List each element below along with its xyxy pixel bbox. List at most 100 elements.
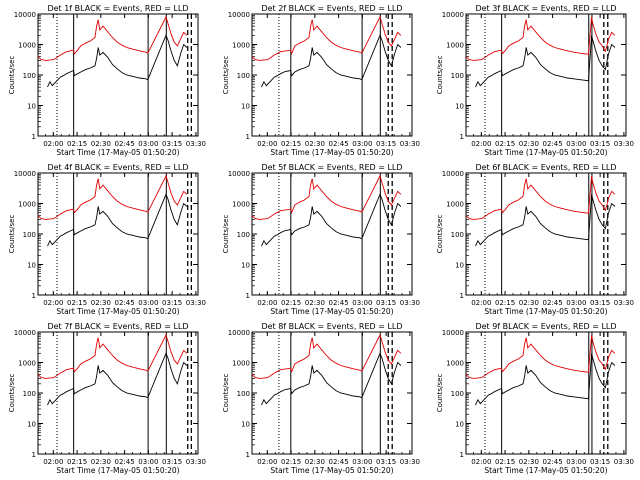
series-line-lld: [465, 16, 616, 61]
y-tick-label: 1000: [18, 42, 36, 50]
y-tick-label: 1000: [18, 360, 36, 368]
y-axis-label: Counts/sec: [222, 56, 230, 95]
plot-frame: [465, 172, 627, 296]
series-line-lld: [465, 334, 616, 379]
series-line-events: [261, 34, 402, 88]
x-tick-label: 02:30: [519, 458, 539, 466]
panel-2: Det 2f BLACK = Events, RED = LLD 02:00 02:…: [222, 4, 420, 157]
panel-1: Det 1f BLACK = Events, RED = LLD 02:00 02:…: [8, 4, 206, 157]
x-axis-label: Start Time (17-May-05 01:50:20): [56, 148, 179, 157]
y-tick-label: 10000: [442, 170, 464, 178]
x-tick-label: 02:00: [43, 140, 63, 148]
x-tick-label: 03:30: [186, 299, 206, 307]
x-tick-label: 02:15: [281, 140, 301, 148]
series-line-lld: [37, 333, 188, 379]
x-tick-label: 03:15: [376, 458, 396, 466]
y-tick-label: 100: [451, 231, 464, 239]
x-tick-label: 03:15: [376, 140, 396, 148]
y-tick-label: 100: [237, 72, 250, 80]
series-line-events: [47, 34, 188, 88]
x-tick-label: 02:30: [305, 140, 325, 148]
panel-title: Det 7f BLACK = Events, RED = LLD: [47, 322, 188, 331]
plot-frame: [465, 331, 627, 455]
y-tick-label: 10000: [14, 170, 36, 178]
x-tick-label: 03:30: [400, 299, 420, 307]
x-axis-label: Start Time (17-May-05 01:50:20): [270, 307, 393, 316]
panel-8: Det 8f BLACK = Events, RED = LLD 02:00 02:…: [222, 322, 420, 475]
y-tick-label: 100: [23, 390, 36, 398]
series-line-lld: [37, 174, 188, 220]
y-tick-label: 1000: [232, 360, 250, 368]
panel-title: Det 2f BLACK = Events, RED = LLD: [261, 4, 402, 13]
x-tick-label: 02:45: [543, 299, 563, 307]
x-axis-label: Start Time (17-May-05 01:50:20): [56, 307, 179, 316]
panel-title: Det 3f BLACK = Events, RED = LLD: [475, 4, 616, 13]
plot-frame: [37, 172, 199, 296]
y-axis-label: Counts/sec: [8, 56, 16, 95]
panel-title: Det 4f BLACK = Events, RED = LLD: [47, 163, 188, 172]
x-tick-label: 03:00: [352, 458, 372, 466]
x-tick-label: 03:15: [162, 299, 182, 307]
y-tick-label: 10: [241, 421, 250, 429]
y-tick-label: 10: [455, 103, 464, 111]
y-tick-label: 1: [460, 292, 464, 300]
x-tick-label: 02:15: [67, 140, 87, 148]
x-axis-label: Start Time (17-May-05 01:50:20): [484, 148, 607, 157]
x-tick-label: 03:00: [352, 299, 372, 307]
x-tick-label: 02:30: [91, 299, 111, 307]
y-tick-label: 1: [246, 133, 250, 141]
y-tick-label: 1: [246, 451, 250, 459]
x-tick-label: 02:15: [495, 140, 515, 148]
x-tick-label: 02:00: [257, 458, 277, 466]
y-tick-label: 1000: [446, 42, 464, 50]
x-tick-label: 02:30: [519, 299, 539, 307]
series-line-lld: [37, 15, 188, 61]
y-tick-label: 10000: [228, 11, 250, 19]
x-tick-label: 02:45: [329, 140, 349, 148]
x-tick-label: 03:30: [400, 140, 420, 148]
panel-7: Det 7f BLACK = Events, RED = LLD 02:00 02:…: [8, 322, 206, 475]
series-line-events: [475, 353, 616, 406]
series-line-events: [475, 35, 616, 88]
x-tick-label: 02:30: [91, 140, 111, 148]
y-axis-label: Counts/sec: [8, 374, 16, 413]
x-tick-label: 02:00: [257, 140, 277, 148]
y-tick-label: 1: [246, 292, 250, 300]
x-tick-label: 02:45: [115, 458, 135, 466]
y-tick-label: 100: [237, 390, 250, 398]
x-tick-label: 02:00: [471, 299, 491, 307]
y-axis-label: Counts/sec: [436, 215, 444, 254]
series-line-lld: [465, 175, 616, 220]
x-tick-label: 03:00: [138, 299, 158, 307]
y-axis-label: Counts/sec: [436, 374, 444, 413]
x-tick-label: 03:15: [590, 140, 610, 148]
series-line-lld: [251, 15, 402, 61]
series-line-events: [261, 352, 402, 406]
x-tick-label: 02:45: [115, 140, 135, 148]
y-tick-label: 10: [455, 262, 464, 270]
x-tick-label: 03:15: [162, 458, 182, 466]
x-tick-label: 02:00: [43, 299, 63, 307]
y-tick-label: 10: [27, 262, 36, 270]
x-tick-label: 03:30: [400, 458, 420, 466]
y-axis-label: Counts/sec: [8, 215, 16, 254]
panel-4: Det 4f BLACK = Events, RED = LLD 02:00 02:…: [8, 163, 206, 316]
y-tick-label: 100: [23, 72, 36, 80]
panel-6: Det 6f BLACK = Events, RED = LLD 02:00 02:…: [436, 163, 634, 316]
y-tick-label: 100: [23, 231, 36, 239]
y-tick-label: 1: [460, 451, 464, 459]
plot-frame: [465, 13, 627, 137]
y-tick-label: 10: [241, 103, 250, 111]
x-tick-label: 02:45: [329, 299, 349, 307]
panel-title: Det 9f BLACK = Events, RED = LLD: [475, 322, 616, 331]
panel-9: Det 9f BLACK = Events, RED = LLD 02:00 02:…: [436, 322, 634, 475]
x-tick-label: 02:15: [281, 458, 301, 466]
x-tick-label: 02:45: [329, 458, 349, 466]
x-tick-label: 03:30: [614, 458, 634, 466]
x-tick-label: 02:15: [281, 299, 301, 307]
x-tick-label: 03:15: [162, 140, 182, 148]
x-tick-label: 03:00: [138, 140, 158, 148]
y-tick-label: 10000: [14, 329, 36, 337]
y-tick-label: 10: [241, 262, 250, 270]
